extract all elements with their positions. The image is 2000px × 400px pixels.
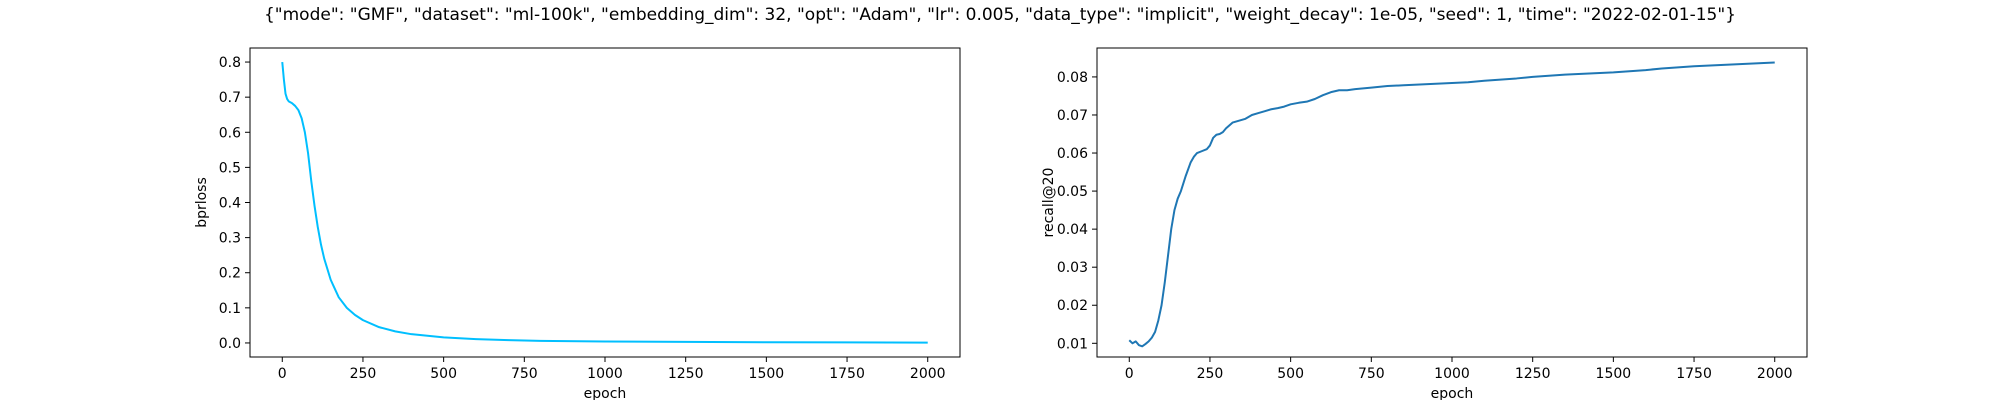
x-tick-label: 2000: [1757, 366, 1793, 382]
y-tick-label: 0.7: [219, 90, 241, 106]
y-tick-label: 0.8: [219, 55, 241, 71]
y-tick-label: 0.3: [219, 231, 241, 247]
y-tick-label: 0.07: [1057, 108, 1088, 124]
x-tick-label: 1750: [1676, 366, 1712, 382]
x-axis-label: epoch: [584, 386, 627, 400]
y-tick-label: 0.01: [1057, 336, 1088, 352]
x-tick-label: 1250: [668, 366, 704, 382]
y-axis-label: bprloss: [194, 177, 210, 228]
x-tick-label: 750: [1358, 366, 1385, 382]
series-line: [281, 61, 928, 344]
axes-frame: [249, 47, 961, 358]
y-tick-label: 0.04: [1057, 222, 1088, 238]
y-tick-label: 0.02: [1057, 298, 1088, 314]
x-tick-label: 1750: [829, 366, 865, 382]
series-line: [1128, 61, 1775, 348]
recall-chart: 0 250 500 750 1000 1250 1500 1750 2000 0.01 0.02 0.…: [1041, 47, 1808, 400]
x-tick-label: 500: [1277, 366, 1304, 382]
x-axis-label: epoch: [1431, 386, 1474, 400]
y-tick-label: 0.05: [1057, 184, 1088, 200]
y-tick-label: 0.08: [1057, 70, 1088, 86]
x-tick-label: 1500: [749, 366, 785, 382]
loss-chart: 0 250 500 750 1000 1250 1500 1750 2000 0.0 0.1 0.2 0…: [194, 47, 961, 400]
y-tick-label: 0.0: [219, 336, 241, 352]
y-tick-label: 0.6: [219, 125, 241, 141]
x-tick-label: 250: [1197, 366, 1224, 382]
y-tick-label: 0.5: [219, 160, 241, 176]
x-tick-label: 1500: [1596, 366, 1632, 382]
y-tick-label: 0.06: [1057, 146, 1088, 162]
y-tick-label: 0.03: [1057, 260, 1088, 276]
y-tick-label: 0.1: [219, 301, 241, 317]
figure-suptitle: {"mode": "GMF", "dataset": "ml-100k", "e…: [264, 5, 1736, 25]
y-tick-label: 0.2: [219, 266, 241, 282]
x-tick-label: 1250: [1515, 366, 1551, 382]
y-axis-label: recall@20: [1041, 168, 1057, 238]
axes-frame: [1096, 47, 1808, 358]
x-tick-label: 0: [278, 366, 287, 382]
x-tick-label: 2000: [910, 366, 946, 382]
x-tick-label: 500: [430, 366, 457, 382]
x-tick-label: 1000: [1434, 366, 1470, 382]
x-tick-label: 0: [1125, 366, 1134, 382]
x-tick-label: 1000: [587, 366, 623, 382]
x-tick-label: 750: [511, 366, 538, 382]
x-tick-label: 250: [350, 366, 377, 382]
y-tick-label: 0.4: [219, 196, 241, 212]
